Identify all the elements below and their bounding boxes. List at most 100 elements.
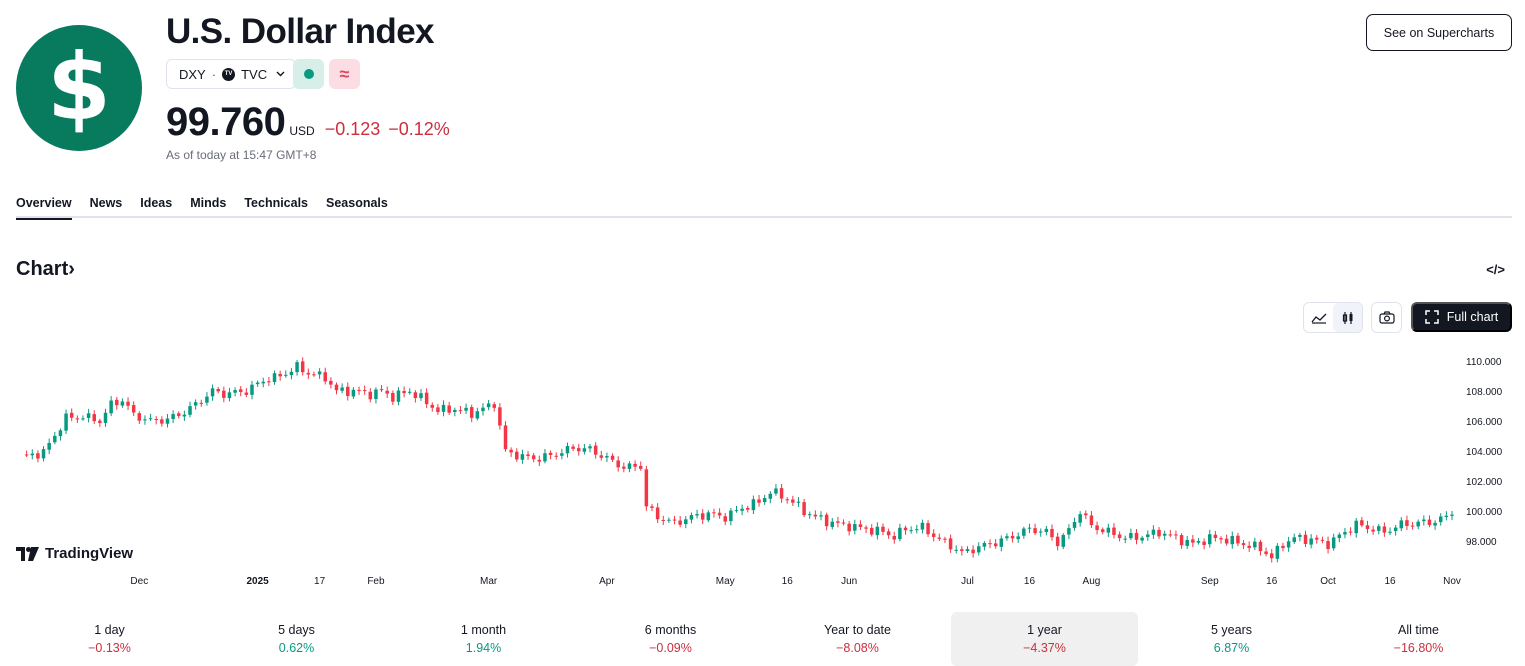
period-6-months[interactable]: 6 months −0.09% xyxy=(577,612,764,666)
candle-down xyxy=(1219,538,1223,540)
last-price: 99.760 xyxy=(166,100,286,144)
candle-down xyxy=(779,488,784,499)
candle-up xyxy=(210,388,215,397)
candle-up xyxy=(1078,514,1082,523)
candle-up xyxy=(751,499,756,511)
chart-heading-label: Chart xyxy=(16,258,69,280)
candle-down xyxy=(1326,541,1330,550)
candles-chart-icon[interactable] xyxy=(1333,303,1362,332)
candle-down xyxy=(503,425,508,450)
candle-down xyxy=(424,392,429,405)
candle-down xyxy=(1224,538,1229,544)
candle-down xyxy=(757,499,761,503)
candle-up xyxy=(1146,534,1150,538)
candle-down xyxy=(1213,534,1218,538)
candle-down xyxy=(892,536,896,540)
candle-down xyxy=(824,514,829,527)
delayed-data-button[interactable]: ≈ xyxy=(329,59,360,89)
dollar-glyph: $ xyxy=(46,34,111,141)
candle-down xyxy=(177,413,181,416)
price-change: −0.123 xyxy=(324,119,381,139)
camera-icon[interactable] xyxy=(1371,302,1402,333)
see-on-supercharts-button[interactable]: See on Supercharts xyxy=(1366,14,1512,51)
candle-up xyxy=(1393,527,1398,532)
period-1-year[interactable]: 1 year −4.37% xyxy=(951,612,1138,666)
price-chart[interactable]: 110.000 108.000 106.000 104.000 102.000 100.0… xyxy=(0,340,1525,590)
candle-up xyxy=(627,463,632,469)
x-tick-label: Apr xyxy=(599,576,615,587)
section-tabs: Overview News Ideas Minds Technicals Seasonal… xyxy=(16,196,1512,220)
x-tick-label: Sep xyxy=(1201,576,1219,587)
x-tick-label: Nov xyxy=(1443,576,1461,587)
candle-up xyxy=(915,529,919,531)
candle-down xyxy=(1241,543,1246,546)
tab-seasonals[interactable]: Seasonals xyxy=(326,196,388,210)
candle-up xyxy=(272,373,277,382)
candle-down xyxy=(1174,534,1178,536)
period-change: −16.80% xyxy=(1393,641,1444,655)
candle-down xyxy=(1315,537,1319,540)
tab-ideas[interactable]: Ideas xyxy=(140,196,173,210)
price-change-percent: −0.12% xyxy=(388,119,450,139)
candle-up xyxy=(1388,531,1392,533)
candle-up xyxy=(30,453,35,456)
candle-down xyxy=(1100,529,1105,533)
chart-heading-link[interactable]: Chart› xyxy=(16,258,75,281)
candle-up xyxy=(1022,528,1026,536)
symbol-exchange: TVC xyxy=(241,66,268,82)
candle-up xyxy=(47,442,51,450)
candle-down xyxy=(655,507,660,520)
candle-down xyxy=(98,420,102,423)
candle-down xyxy=(346,386,350,397)
candle-up xyxy=(396,390,401,402)
candle-up xyxy=(695,514,699,516)
y-tick-label: 100.000 xyxy=(1466,507,1503,518)
tab-overview[interactable]: Overview xyxy=(16,196,72,220)
y-tick-label: 104.000 xyxy=(1466,447,1503,458)
candle-up xyxy=(53,435,57,443)
candle-down xyxy=(385,390,389,394)
period-5-days[interactable]: 5 days 0.62% xyxy=(203,612,390,666)
period-1-day[interactable]: 1 day −0.13% xyxy=(16,612,203,666)
candle-down xyxy=(633,463,637,467)
candle-down xyxy=(678,520,682,525)
candle-down xyxy=(36,453,40,459)
candle-up xyxy=(999,538,1004,547)
candle-down xyxy=(802,502,806,516)
candle-down xyxy=(267,381,271,383)
candle-down xyxy=(1320,539,1325,541)
period-year-to-date[interactable]: Year to date −8.08% xyxy=(764,612,951,666)
chart-type-toggle xyxy=(1303,302,1363,333)
candle-up xyxy=(171,414,175,420)
embed-code-icon[interactable]: </> xyxy=(1486,262,1505,277)
candle-down xyxy=(1258,541,1263,552)
tab-news[interactable]: News xyxy=(89,196,123,210)
candle-down xyxy=(216,389,220,392)
period-label: 5 years xyxy=(1211,623,1252,637)
tab-minds[interactable]: Minds xyxy=(190,196,227,210)
candle-down xyxy=(960,549,964,552)
period-1-month[interactable]: 1 month 1.94% xyxy=(390,612,577,666)
period-5-years[interactable]: 5 years 6.87% xyxy=(1138,612,1325,666)
candle-down xyxy=(115,399,119,406)
candle-up xyxy=(295,362,299,373)
candle-up xyxy=(1016,536,1020,540)
full-chart-button[interactable]: Full chart xyxy=(1411,302,1512,332)
candle-down xyxy=(1134,532,1139,540)
candle-down xyxy=(1089,515,1094,526)
tradingview-wordmark: TradingView xyxy=(45,545,134,562)
symbol-selector[interactable]: DXY · TV TVC xyxy=(166,59,297,89)
candle-down xyxy=(362,390,367,392)
candle-down xyxy=(154,418,158,420)
candle-down xyxy=(1010,535,1015,539)
period-all-time[interactable]: All time −16.80% xyxy=(1325,612,1512,666)
candle-up xyxy=(689,515,694,520)
candle-up xyxy=(182,414,187,417)
area-chart-icon[interactable] xyxy=(1304,303,1333,332)
market-status-button[interactable] xyxy=(293,59,324,89)
tab-technicals[interactable]: Technicals xyxy=(244,196,309,210)
candle-down xyxy=(498,407,502,426)
candle-down xyxy=(1360,520,1364,526)
candle-down xyxy=(531,455,536,460)
x-tick-label: Oct xyxy=(1320,576,1336,587)
